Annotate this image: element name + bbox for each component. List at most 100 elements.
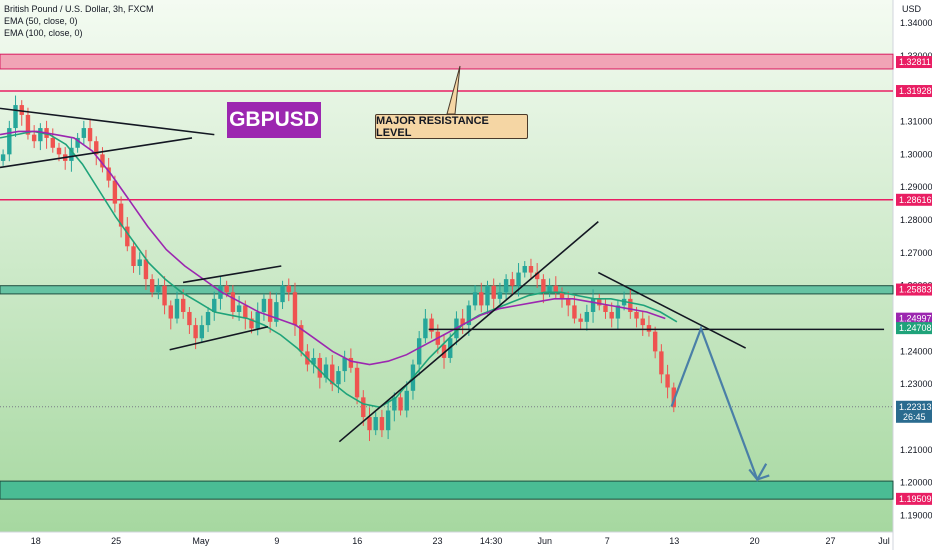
- candle-body: [528, 266, 534, 273]
- candle-body: [131, 246, 136, 266]
- candle-body: [547, 285, 552, 293]
- price-badge-red: [896, 283, 932, 296]
- candle-body: [485, 285, 490, 306]
- candle-body: [652, 331, 658, 352]
- candle-body: [212, 298, 217, 312]
- price-badge-red: [896, 193, 932, 206]
- candle-body: [249, 318, 254, 329]
- price-badge-label: 1.31928: [899, 86, 932, 96]
- candle-body: [423, 318, 428, 339]
- candle-body: [392, 397, 397, 411]
- price-badge-label: 1.22313: [899, 402, 932, 412]
- candle-body: [125, 226, 130, 247]
- time-tick-label: 25: [111, 536, 121, 546]
- candle-body: [659, 351, 664, 375]
- price-badge-green: [896, 322, 932, 335]
- candle-body: [348, 357, 354, 368]
- candle-body: [267, 298, 273, 322]
- candle-body: [162, 285, 167, 306]
- trendline-1: [0, 137, 193, 169]
- price-tick-label: 1.30000: [900, 149, 932, 159]
- candle-body: [19, 105, 24, 115]
- candle-body: [236, 305, 242, 312]
- candle-body: [106, 167, 111, 181]
- time-tick-label: 20: [750, 536, 760, 546]
- candle-body: [491, 285, 496, 299]
- candle-body: [367, 417, 372, 431]
- candle-body: [112, 180, 118, 204]
- zone-resistance: [0, 53, 894, 70]
- price-tick-label: 1.28000: [900, 215, 932, 225]
- ema100-legend: EMA (100, close, 0): [4, 28, 83, 38]
- candle-body: [516, 272, 521, 286]
- candle-body: [224, 285, 229, 293]
- projection-arrow: [670, 325, 768, 483]
- time-tick-label: Jun: [537, 536, 552, 546]
- candle-body: [193, 325, 198, 339]
- price-badge-purple: [896, 312, 932, 325]
- countdown-label: 26:45: [903, 412, 926, 422]
- candle-body: [379, 417, 385, 431]
- price-badge-red: [896, 56, 932, 69]
- candle-body: [56, 147, 62, 155]
- candle-body: [572, 305, 577, 319]
- price-badge-red: [896, 85, 932, 98]
- candle-body: [261, 298, 267, 312]
- candle-body: [156, 285, 161, 293]
- candle-body: [590, 298, 596, 312]
- price-badge-label: 1.25883: [899, 285, 932, 295]
- price-tick-label: 1.27000: [900, 248, 932, 258]
- candle-body: [534, 272, 540, 280]
- candle-body: [311, 357, 316, 365]
- candle-body: [137, 259, 142, 266]
- price-tick-label: 1.19000: [900, 511, 932, 521]
- candle-body: [640, 318, 645, 326]
- resistance-callout: MAJOR RESISTANCE LEVEL: [375, 114, 528, 139]
- candle-body: [522, 266, 527, 273]
- candle-body: [566, 298, 571, 306]
- zone-supply: [0, 285, 894, 295]
- price-tick-label: 1.24000: [900, 346, 932, 356]
- candle-body: [466, 305, 472, 326]
- price-tick-label: 1.33000: [900, 51, 932, 61]
- price-tick-label: 1.23000: [900, 379, 932, 389]
- price-tick-label: 1.31000: [900, 117, 932, 127]
- time-tick-label: 13: [669, 536, 679, 546]
- candle-body: [38, 128, 43, 142]
- trendline-4: [338, 221, 599, 443]
- candle-body: [361, 397, 366, 418]
- candle-body: [472, 292, 478, 306]
- trendline-2: [182, 265, 282, 284]
- candle-body: [69, 147, 74, 161]
- price-tick-label: 1.20000: [900, 478, 932, 488]
- candle-body: [634, 311, 639, 319]
- candle-body: [646, 325, 652, 332]
- candle-body: [603, 305, 608, 312]
- candle-body: [243, 305, 248, 319]
- candle-body: [541, 279, 546, 293]
- candle-body: [398, 397, 403, 411]
- trendline-3: [169, 325, 269, 351]
- candle-body: [81, 128, 87, 138]
- price-badge-label: 1.32811: [899, 57, 931, 67]
- candle-body: [441, 344, 447, 358]
- candle-body: [665, 374, 670, 388]
- candle-body: [87, 128, 93, 142]
- time-tick-label: 23: [433, 536, 443, 546]
- candle-body: [429, 318, 434, 332]
- price-tick-label: 1.34000: [900, 18, 932, 28]
- candle-body: [298, 325, 304, 352]
- candle-body: [416, 338, 422, 365]
- price-tick-label: 1.29000: [900, 182, 932, 192]
- price-badge-label: 1.24708: [899, 323, 932, 333]
- price-badge-current: [896, 400, 932, 423]
- candle-body: [460, 318, 465, 326]
- candle-body: [118, 203, 124, 227]
- time-tick-label: 18: [31, 536, 41, 546]
- candle-body: [503, 279, 509, 293]
- candle-body: [94, 141, 99, 155]
- time-tick-label: 9: [274, 536, 279, 546]
- price-badge-label: 1.19509: [899, 494, 932, 504]
- candle-body: [323, 364, 329, 378]
